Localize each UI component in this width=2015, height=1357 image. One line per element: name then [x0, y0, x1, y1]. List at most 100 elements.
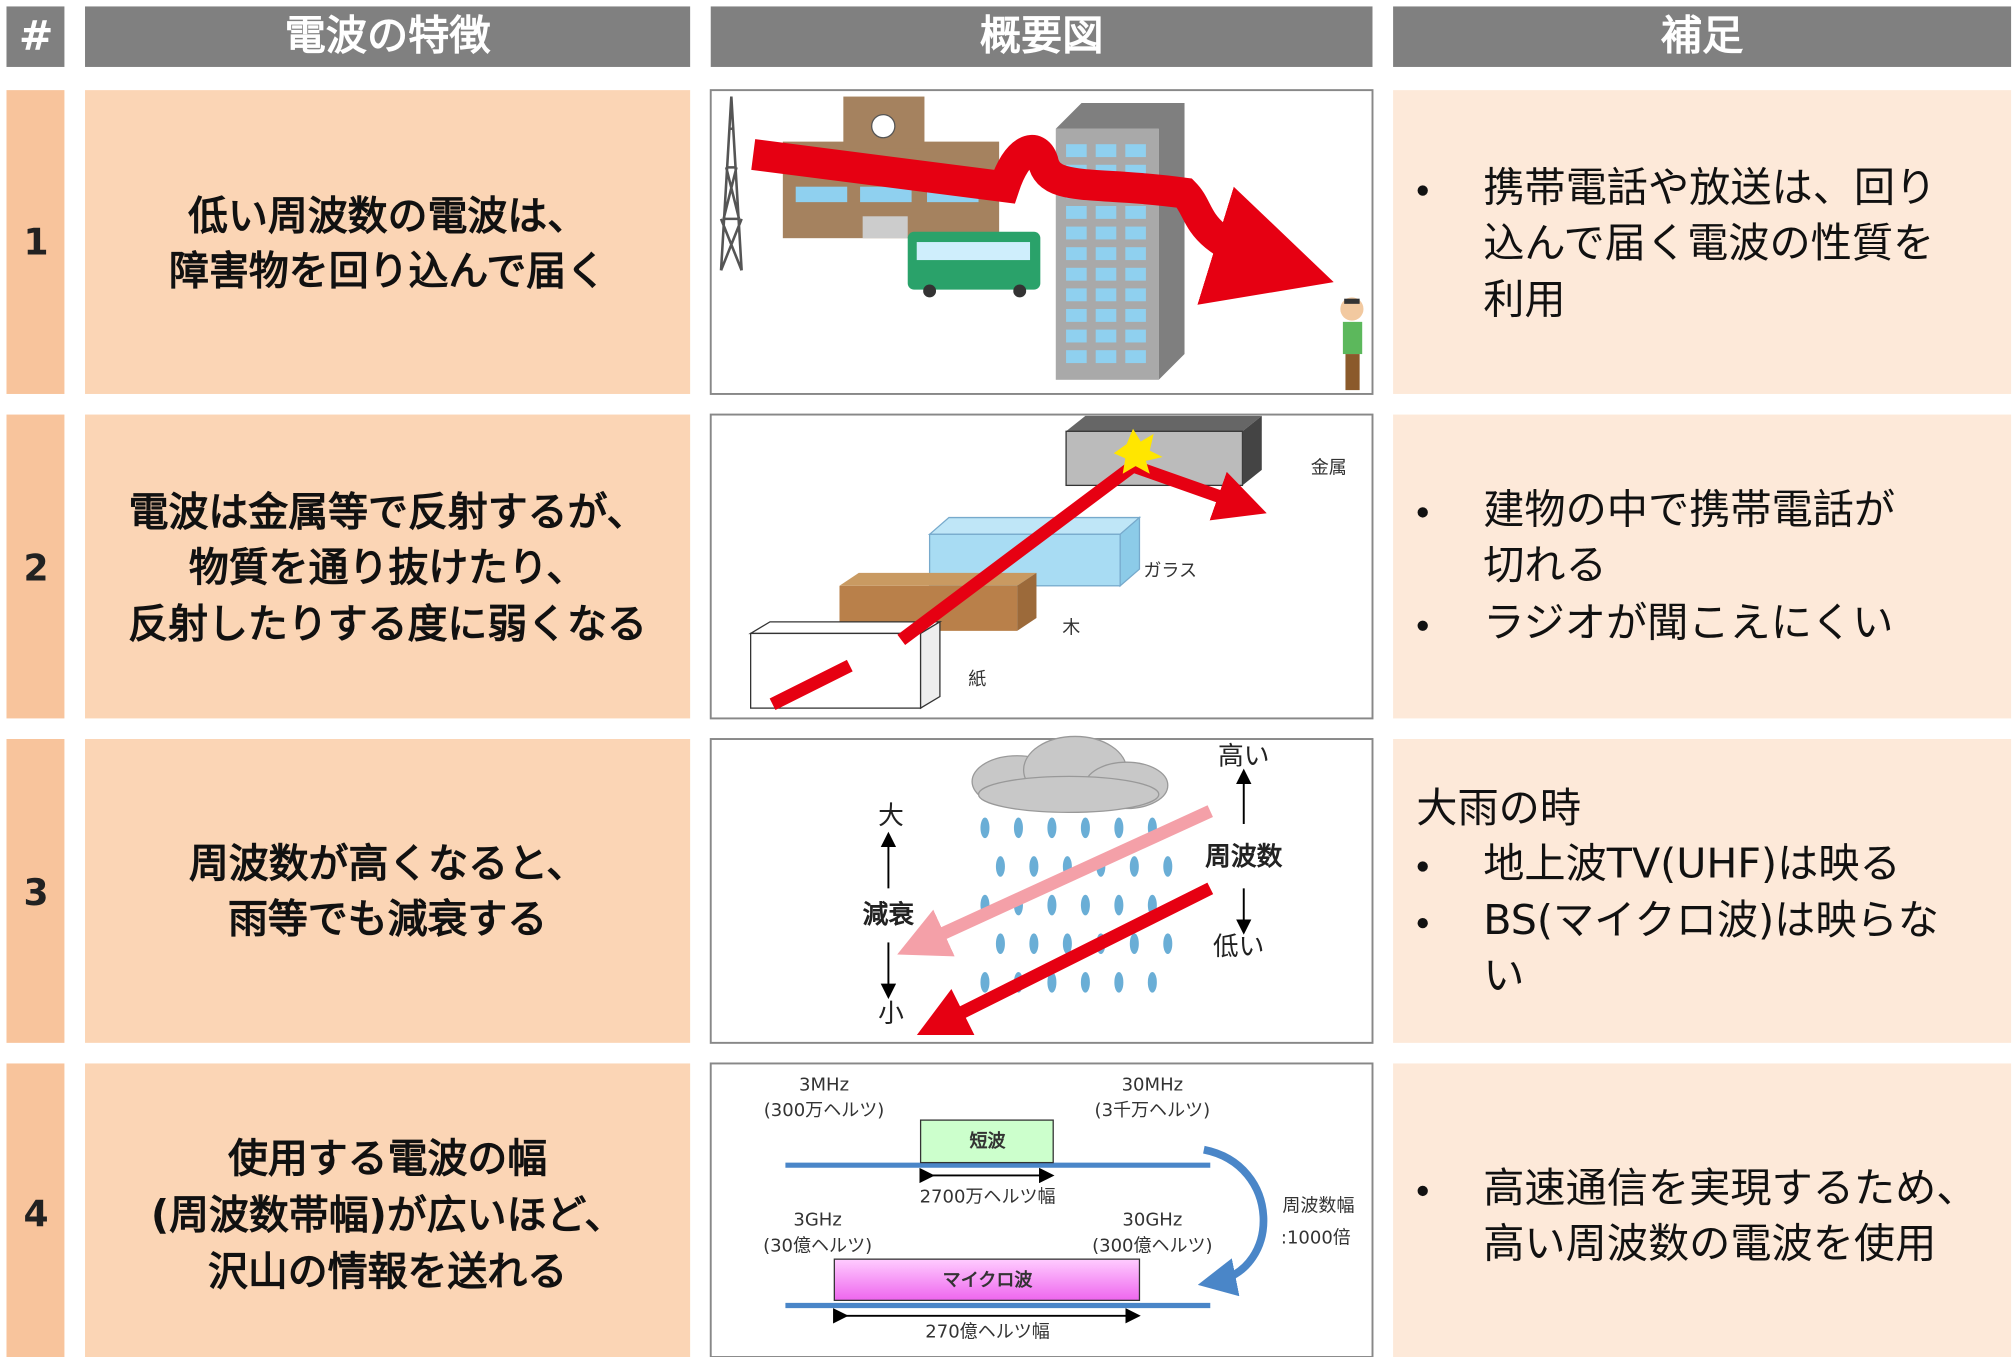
- diagram-label: 紙: [968, 669, 986, 690]
- window: [1095, 350, 1117, 364]
- shape-path: [1119, 516, 1141, 588]
- shape-path: [919, 620, 941, 710]
- shape-rect: [1342, 321, 1363, 355]
- diagram-4: 3MHz (300万ヘルツ) 30MHz (3千万ヘルツ) 短波 2700万ヘル…: [763, 1074, 1354, 1342]
- raindrop: [1147, 972, 1157, 993]
- raindrop: [1062, 933, 1072, 955]
- raindrop: [995, 933, 1005, 955]
- raindrop: [1163, 933, 1173, 955]
- shape-circle: [1417, 507, 1428, 518]
- shape-path: [1055, 102, 1185, 380]
- raindrop: [1114, 972, 1124, 993]
- diagram-label: ガラス: [1143, 561, 1197, 582]
- shape-circle: [1417, 620, 1428, 631]
- shape-rect: [6, 6, 65, 67]
- feature-text: 沢山の情報を送れる: [208, 1249, 567, 1295]
- shape-rect: [919, 1119, 1054, 1164]
- feature-cell: [85, 1063, 691, 1357]
- raindrop: [1047, 817, 1057, 839]
- shape-rect: [1345, 354, 1360, 391]
- diagram-label: :1000倍: [1281, 1228, 1351, 1249]
- raindrop: [1114, 894, 1124, 916]
- raindrop: [1080, 817, 1090, 839]
- window: [1125, 226, 1146, 240]
- shape-rect: [1393, 6, 2012, 67]
- feature-cell: [85, 90, 691, 394]
- diagram-label: 小: [878, 999, 904, 1029]
- diagram-label: マイクロ波: [943, 1269, 1034, 1291]
- shape-circle: [1417, 185, 1428, 196]
- feature-cell: [85, 414, 691, 719]
- shape-rect: [833, 1258, 1141, 1301]
- window: [1125, 308, 1146, 322]
- shape-rect: [860, 186, 912, 203]
- window: [1066, 350, 1087, 364]
- feature-cell: [85, 739, 691, 1043]
- feature-text: 雨等でも減衰する: [228, 896, 547, 942]
- note-text: 携帯電話や放送は、回り: [1483, 164, 1936, 212]
- raindrop: [1129, 856, 1139, 877]
- diagram-label: 30MHz: [1122, 1074, 1183, 1095]
- window: [1066, 205, 1087, 219]
- window: [1125, 247, 1146, 261]
- feature-text: 使用する電波の幅: [228, 1136, 547, 1182]
- raindrop: [1029, 933, 1039, 955]
- shape-rect: [907, 231, 1041, 290]
- shape-path: [1197, 1145, 1268, 1297]
- number-cell: [6, 414, 65, 719]
- window: [1066, 144, 1087, 158]
- shape-rect: [85, 6, 691, 67]
- shape-path: [1066, 415, 1262, 432]
- shape-rect: [862, 216, 908, 239]
- shape-path: [751, 135, 1334, 305]
- raindrop: [1129, 933, 1139, 955]
- shape-path: [719, 96, 743, 271]
- diagram-label: 周波数幅: [1282, 1195, 1354, 1216]
- diagram-label: 2700万ヘルツ幅: [920, 1186, 1056, 1207]
- shape-circle: [871, 113, 896, 139]
- number-cell: [6, 1063, 65, 1357]
- shape-path: [1242, 415, 1262, 486]
- note-text: 利用: [1483, 276, 1565, 324]
- window: [1095, 329, 1117, 343]
- diagram-label: 周波数: [1205, 842, 1282, 872]
- diagram-label: (300億ヘルツ): [1092, 1235, 1213, 1256]
- shape-circle: [1417, 1185, 1428, 1197]
- shape-path: [1113, 428, 1163, 474]
- shape-line: [897, 805, 1213, 957]
- note-text: ラジオが聞こえにくい: [1483, 599, 1893, 647]
- header-cell: 補足: [1661, 12, 1743, 60]
- diagram-2: 金属 ガラス 木 紙: [748, 415, 1347, 711]
- window: [1095, 144, 1117, 158]
- row-number: 1: [24, 223, 49, 264]
- window: [1066, 329, 1087, 343]
- window: [1066, 267, 1087, 281]
- shape-path: [1344, 298, 1360, 304]
- raindrop: [1047, 972, 1057, 993]
- number-cell: [6, 90, 65, 394]
- shape-path: [1017, 572, 1037, 631]
- shape-rect: [795, 186, 848, 203]
- raindrop: [980, 817, 990, 839]
- diagram-label: (30億ヘルツ): [763, 1235, 872, 1256]
- raindrop: [1047, 894, 1057, 916]
- feature-text: 物質を通り抜けたり、: [189, 545, 586, 591]
- raindrop: [980, 972, 990, 993]
- diagram-label: 3GHz: [793, 1210, 841, 1231]
- diagram-label: (3千万ヘルツ): [1095, 1100, 1211, 1121]
- shape-g: [6, 89, 2012, 1357]
- row-number: 4: [24, 1195, 49, 1236]
- diagram-3: 高い 周波数 低い 大 減衰 小: [863, 735, 1283, 1036]
- note-cell: [1393, 1063, 2012, 1357]
- feature-text: 電波は金属等で反射するが、: [129, 489, 647, 535]
- diagram-label: 大: [878, 801, 904, 831]
- diagram-cell: [709, 89, 1374, 395]
- shape-line: [916, 882, 1214, 1036]
- window: [1095, 308, 1117, 322]
- note-cell: [1393, 90, 2012, 394]
- raindrop: [1029, 856, 1039, 877]
- row-number: 3: [24, 873, 49, 914]
- shape-path: [927, 516, 1142, 535]
- diagram-label: 減衰: [863, 899, 915, 930]
